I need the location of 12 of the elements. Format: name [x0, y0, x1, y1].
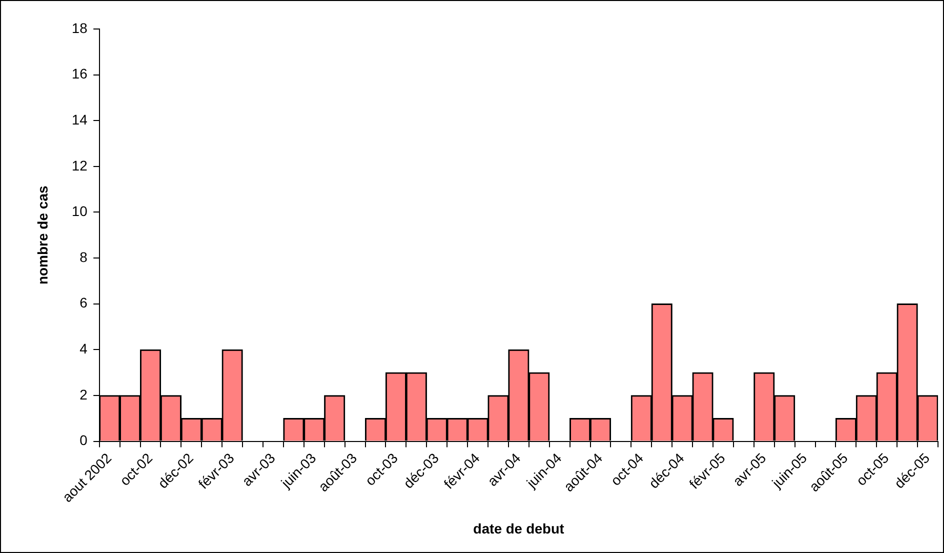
y-tick-label: 2 [80, 386, 88, 402]
y-axis-title: nombre de cas [34, 186, 50, 285]
y-tick-label: 10 [72, 203, 88, 220]
y-tick-label: 12 [72, 157, 88, 174]
y-tick-label: 18 [72, 20, 88, 36]
y-tick-label: 0 [80, 432, 88, 448]
y-tick-label: 16 [72, 66, 88, 82]
y-tick-label: 8 [80, 248, 88, 265]
y-tick-label: 4 [80, 340, 88, 357]
y-tick-label: 14 [72, 111, 88, 128]
y-tick-label: 6 [80, 294, 88, 311]
x-axis-title: date de debut [473, 520, 565, 536]
